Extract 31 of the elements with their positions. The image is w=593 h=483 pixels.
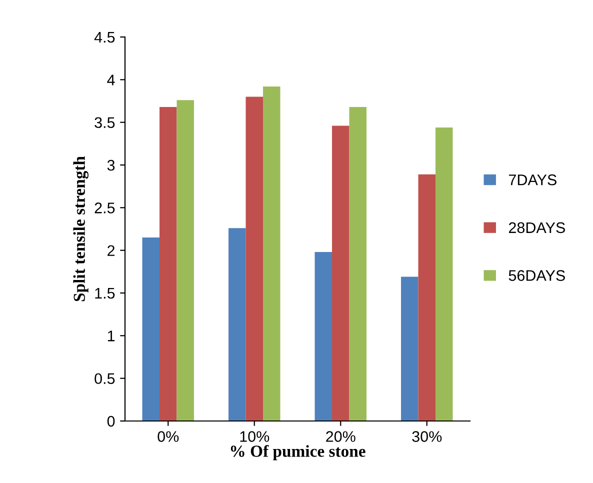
bar <box>142 238 160 421</box>
y-tick-label: 3 <box>107 160 115 171</box>
y-tick-label: 2 <box>108 245 115 256</box>
y-axis-title: Split tensile strength <box>73 156 88 302</box>
bar <box>228 228 246 421</box>
legend-label: 56DAYS <box>508 270 565 281</box>
y-tick-label: 4.5 <box>94 32 115 43</box>
y-tick-label: 1 <box>108 330 115 342</box>
y-tick-label: 4 <box>107 74 115 86</box>
y-tick-label: 2.5 <box>94 202 115 214</box>
x-tick-label: 10% <box>240 431 270 442</box>
bar <box>176 100 194 421</box>
bar <box>263 86 280 421</box>
x-tick-label: 20% <box>326 431 356 442</box>
x-tick-label: 0% <box>158 431 179 442</box>
x-tick-label: 30% <box>412 431 442 442</box>
bar <box>418 174 436 421</box>
y-tick-label: 3.5 <box>94 117 115 128</box>
bar <box>332 126 350 421</box>
bar <box>401 276 418 421</box>
bar <box>160 106 177 421</box>
y-tick-label: 0 <box>107 416 115 427</box>
bar <box>314 252 332 421</box>
legend-label: 7DAYS <box>508 174 556 186</box>
x-axis-title: % Of pumice stone <box>230 444 366 460</box>
bar <box>349 106 366 421</box>
legend-label: 28DAYS <box>508 222 565 234</box>
bar <box>246 96 263 421</box>
y-tick-label: 0.5 <box>94 373 115 384</box>
y-tick-label: 1.5 <box>95 288 115 299</box>
bar <box>436 127 453 421</box>
